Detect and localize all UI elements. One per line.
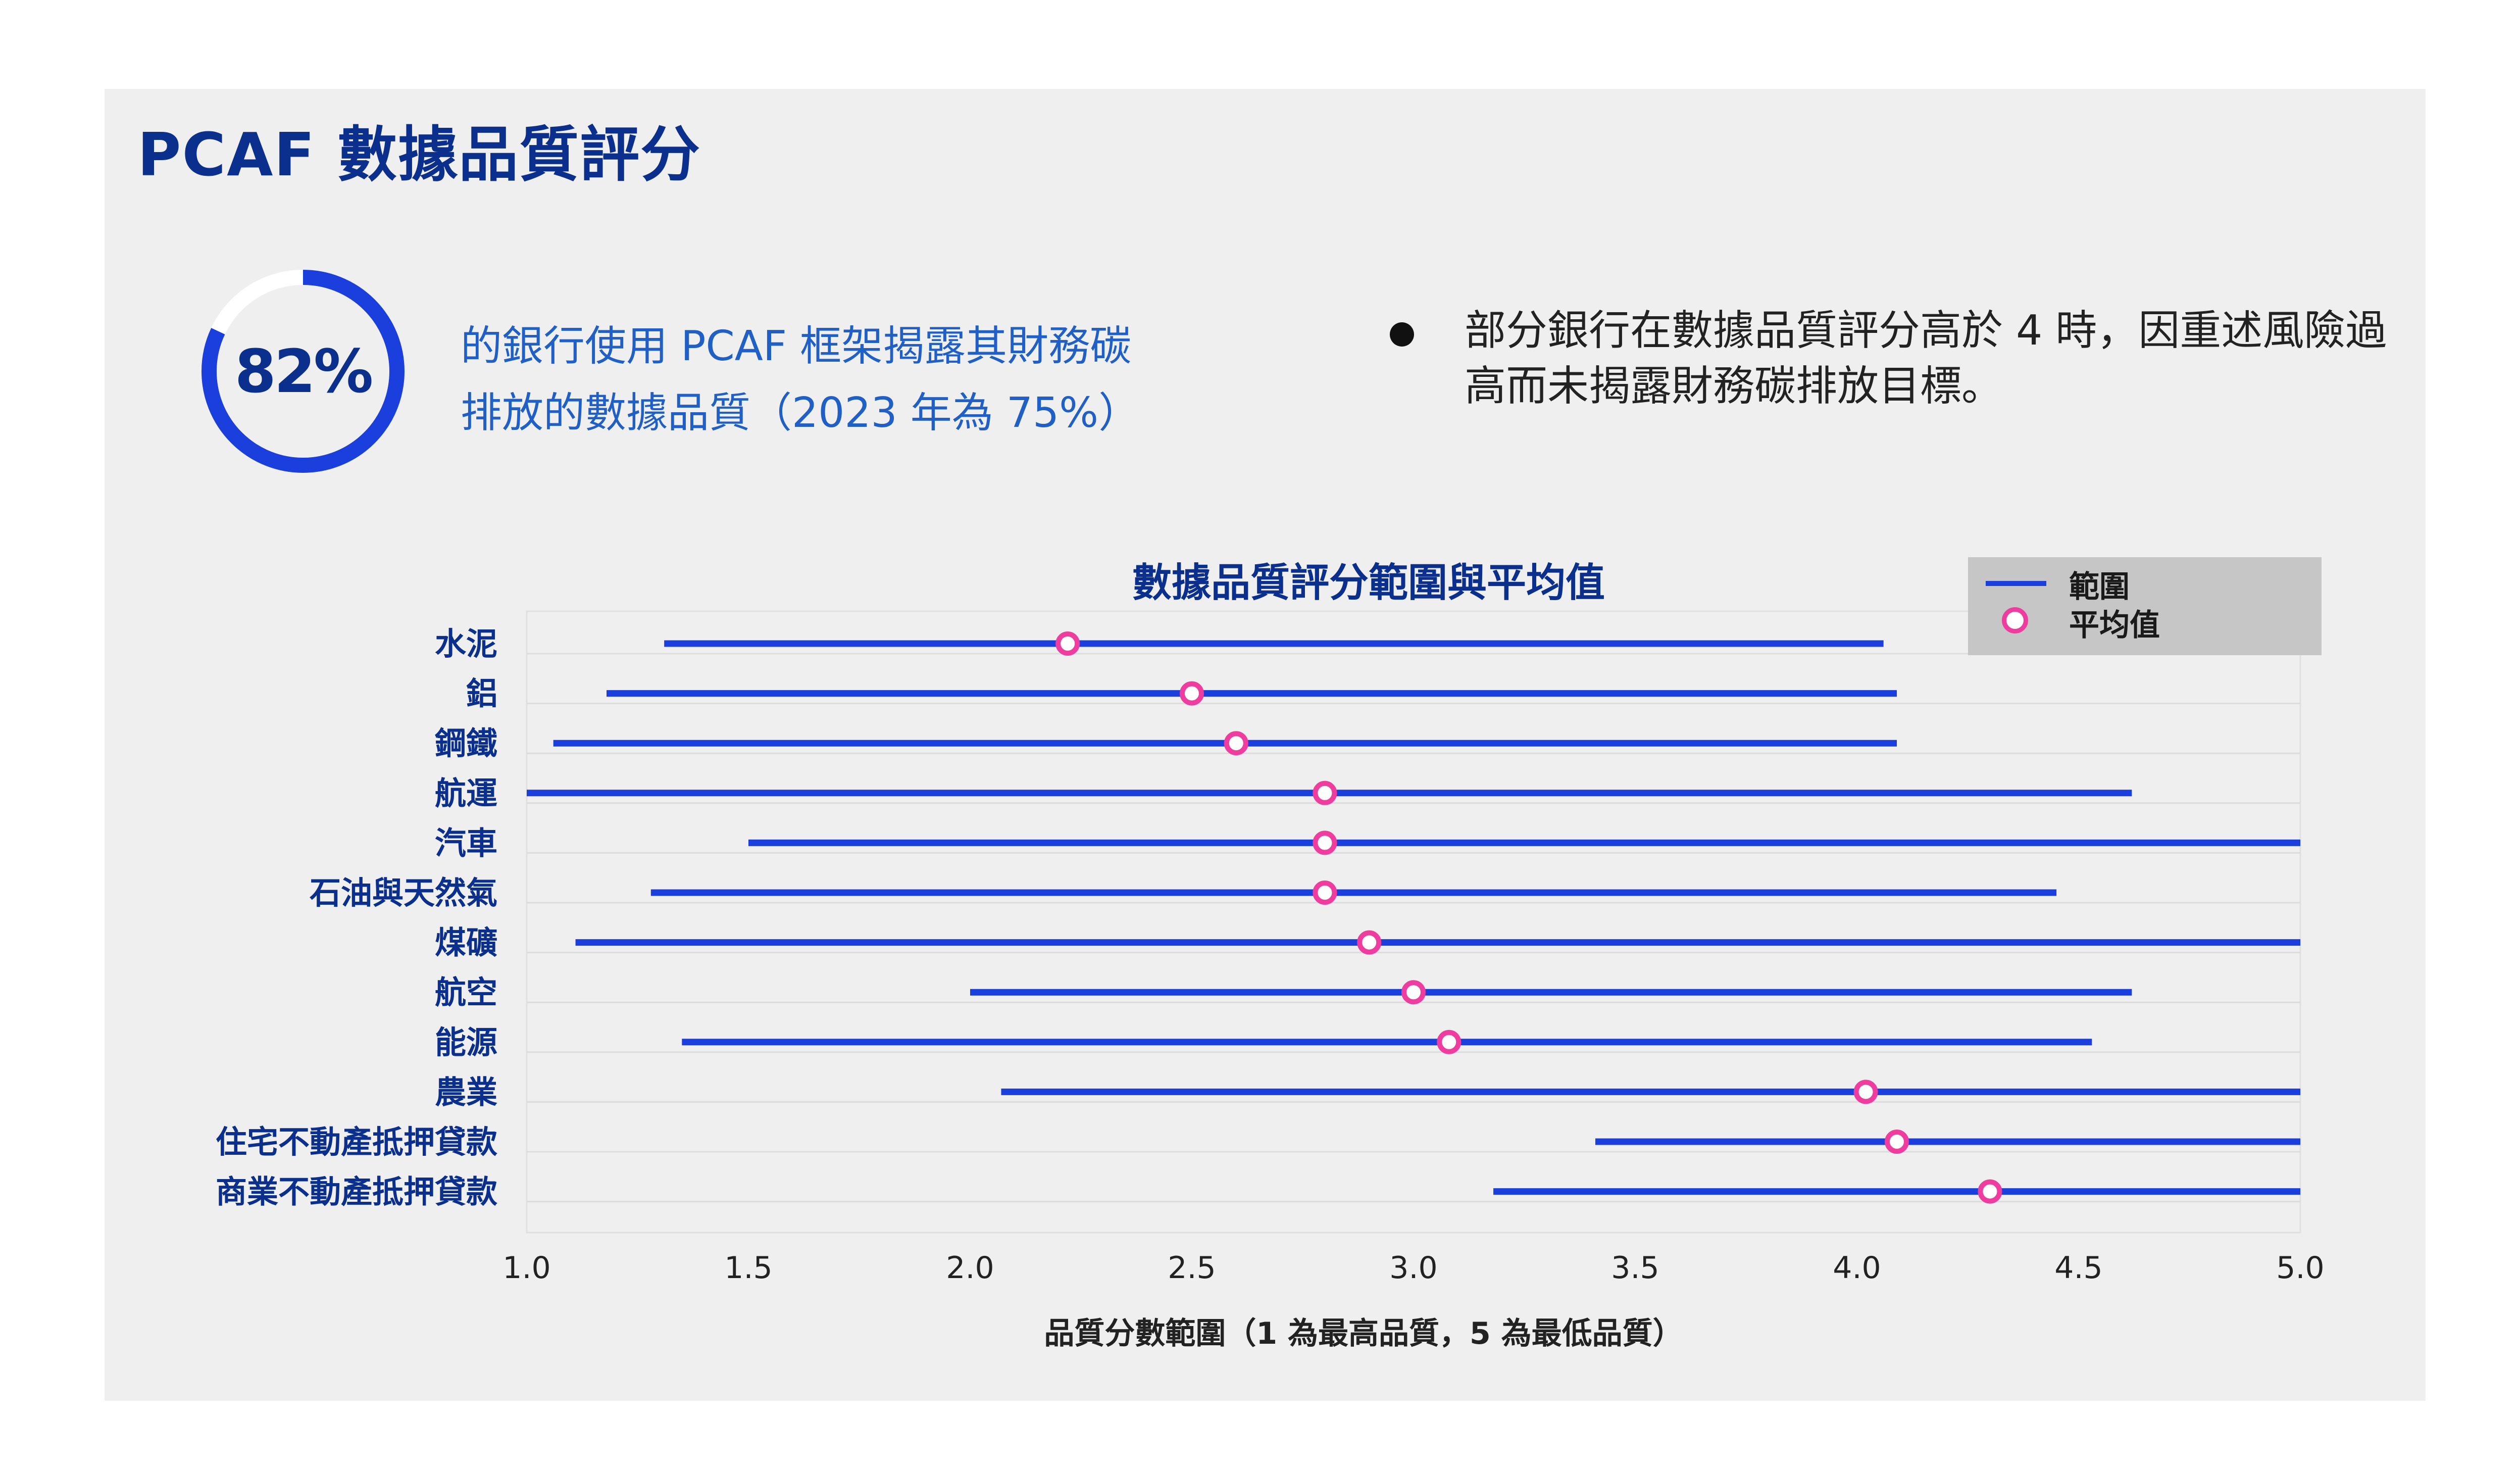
x-tick-label: 3.0 (1389, 1250, 1437, 1286)
x-axis-label: 品質分數範圍（1 為最高品質，5 為最低品質） (1044, 1316, 1683, 1351)
category-label: 能源 (435, 1024, 497, 1061)
legend-range-label: 範圍 (2069, 569, 2130, 605)
legend-range-icon (1986, 581, 2046, 586)
note-text: 部分銀行在數據品質評分高於 4 時，因重述風險過高而未揭露財務碳排放目標。 (1465, 307, 2387, 410)
x-tick-label: 2.5 (1168, 1250, 1216, 1286)
progress-ring-fill (201, 270, 405, 473)
stat-description: 的銀行使用 PCAF 框架揭露其財務碳 排放的數據品質（2023 年為 75%） (461, 313, 1319, 447)
average-marker (1313, 780, 1337, 805)
stat-description-line1: 的銀行使用 PCAF 框架揭露其財務碳 (461, 322, 1132, 370)
category-label: 水泥 (435, 625, 497, 662)
category-label: 航空 (435, 974, 497, 1011)
x-tick-label: 4.5 (2054, 1250, 2102, 1286)
bullet-icon (1390, 322, 1414, 347)
category-label: 鋁 (466, 675, 497, 712)
legend-average-icon (2002, 607, 2028, 633)
category-label: 商業不動產抵押貸款 (216, 1173, 497, 1210)
average-marker (1401, 980, 1426, 1005)
category-label: 汽車 (435, 824, 497, 861)
average-marker (1885, 1130, 1909, 1154)
x-tick-label: 1.0 (502, 1250, 550, 1286)
page-title: PCAF 數據品質評分 (137, 120, 701, 189)
average-marker (1055, 631, 1080, 656)
legend-average-label: 平均值 (2069, 608, 2160, 643)
category-label: 住宅不動產抵押貸款 (216, 1123, 497, 1160)
average-marker (1978, 1179, 2002, 1204)
category-label: 煤礦 (435, 924, 497, 961)
chart-legend: 範圍 平均值 (1968, 557, 2322, 655)
chart-title: 數據品質評分範圍與平均值 (1132, 560, 1605, 606)
stat-value: 82% (234, 336, 373, 406)
stat-description-line2: 排放的數據品質（2023 年為 75%） (461, 389, 1140, 437)
x-tick-label: 3.5 (1611, 1250, 1659, 1286)
plot-frame (526, 610, 2301, 1234)
category-label: 農業 (435, 1073, 497, 1110)
x-tick-label: 1.5 (724, 1250, 772, 1286)
x-tick-label: 5.0 (2276, 1250, 2324, 1286)
category-label: 航運 (435, 775, 497, 812)
x-tick-label: 4.0 (1833, 1250, 1881, 1286)
average-marker (1224, 731, 1248, 756)
average-marker (1313, 830, 1337, 855)
category-label: 石油與天然氣 (310, 874, 497, 911)
average-marker (1180, 681, 1204, 706)
average-marker (1313, 881, 1337, 905)
category-label: 鋼鐵 (435, 725, 497, 762)
x-tick-label: 2.0 (946, 1250, 994, 1286)
progress-ring (201, 270, 405, 473)
average-marker (1357, 930, 1382, 955)
average-marker (1853, 1080, 1878, 1104)
average-marker (1437, 1030, 1461, 1054)
